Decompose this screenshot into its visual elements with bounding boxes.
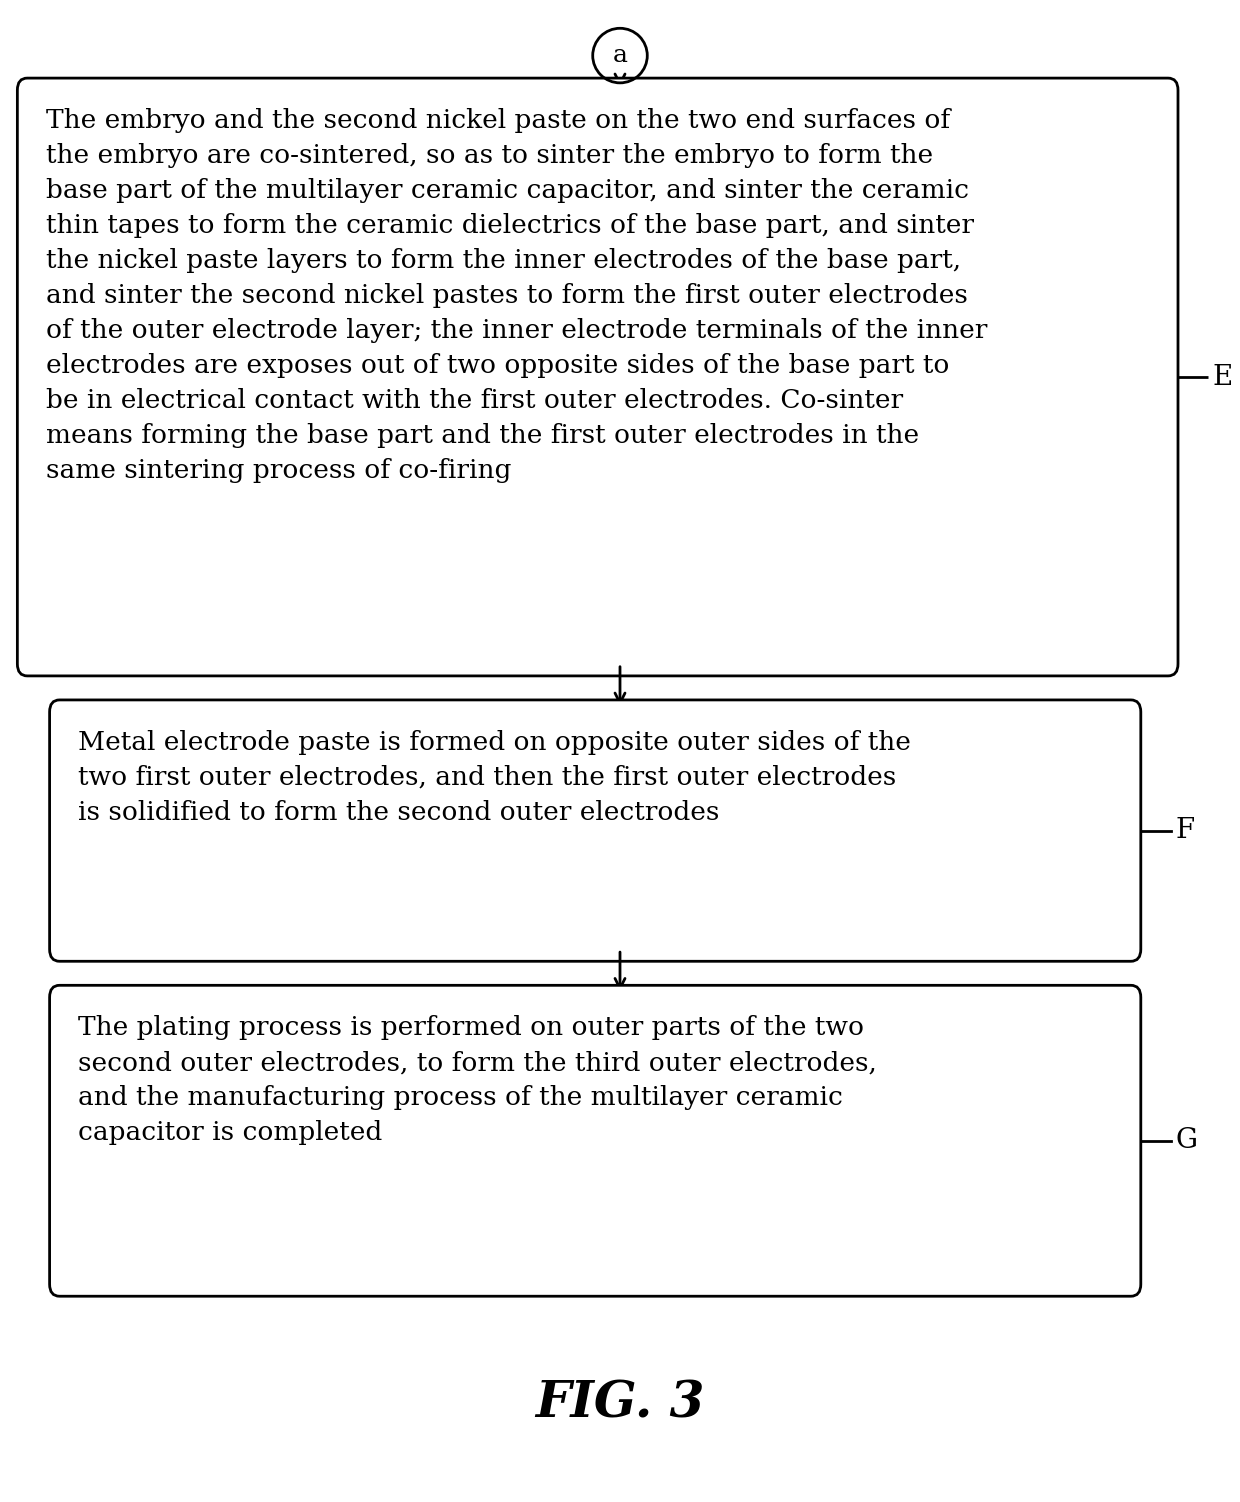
Text: FIG. 3: FIG. 3 bbox=[536, 1380, 704, 1428]
Text: The embryo and the second nickel paste on the two end surfaces of
the embryo are: The embryo and the second nickel paste o… bbox=[46, 108, 987, 484]
Text: Metal electrode paste is formed on opposite outer sides of the
two first outer e: Metal electrode paste is formed on oppos… bbox=[78, 730, 911, 825]
Text: a: a bbox=[613, 44, 627, 68]
Text: G: G bbox=[1176, 1128, 1198, 1154]
FancyBboxPatch shape bbox=[17, 78, 1178, 676]
Text: E: E bbox=[1213, 363, 1233, 391]
Text: The plating process is performed on outer parts of the two
second outer electrod: The plating process is performed on oute… bbox=[78, 1015, 877, 1146]
Text: F: F bbox=[1176, 817, 1194, 844]
FancyBboxPatch shape bbox=[50, 700, 1141, 961]
FancyBboxPatch shape bbox=[50, 985, 1141, 1296]
